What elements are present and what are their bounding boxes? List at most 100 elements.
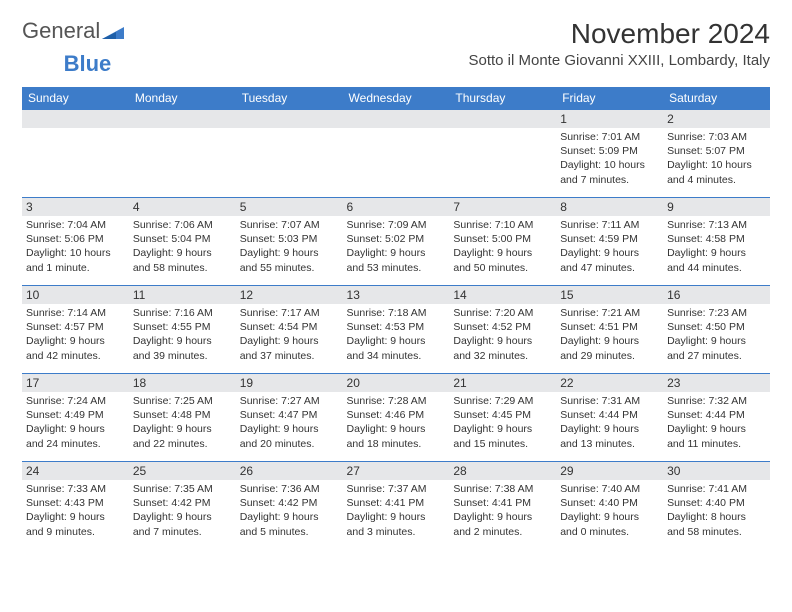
sunrise-text: Sunrise: 7:27 AM: [240, 394, 339, 408]
daylight-text: Daylight: 9 hours and 22 minutes.: [133, 422, 232, 450]
calendar-cell: 2Sunrise: 7:03 AMSunset: 5:07 PMDaylight…: [663, 110, 770, 198]
calendar-cell: 20Sunrise: 7:28 AMSunset: 4:46 PMDayligh…: [343, 374, 450, 462]
day-details: Sunrise: 7:24 AMSunset: 4:49 PMDaylight:…: [22, 392, 129, 455]
daylight-text: Daylight: 9 hours and 32 minutes.: [453, 334, 552, 362]
calendar-cell: 22Sunrise: 7:31 AMSunset: 4:44 PMDayligh…: [556, 374, 663, 462]
sunset-text: Sunset: 4:44 PM: [560, 408, 659, 422]
day-number: 3: [22, 198, 129, 216]
calendar-cell: 4Sunrise: 7:06 AMSunset: 5:04 PMDaylight…: [129, 198, 236, 286]
sunrise-text: Sunrise: 7:09 AM: [347, 218, 446, 232]
daylight-text: Daylight: 10 hours and 4 minutes.: [667, 158, 766, 186]
sunset-text: Sunset: 4:45 PM: [453, 408, 552, 422]
day-details: Sunrise: 7:23 AMSunset: 4:50 PMDaylight:…: [663, 304, 770, 367]
sunset-text: Sunset: 4:40 PM: [560, 496, 659, 510]
sunset-text: Sunset: 5:00 PM: [453, 232, 552, 246]
weekday-header: Thursday: [449, 87, 556, 110]
daylight-text: Daylight: 9 hours and 34 minutes.: [347, 334, 446, 362]
daylight-text: Daylight: 10 hours and 7 minutes.: [560, 158, 659, 186]
daylight-text: Daylight: 9 hours and 55 minutes.: [240, 246, 339, 274]
calendar-cell: 29Sunrise: 7:40 AMSunset: 4:40 PMDayligh…: [556, 462, 663, 550]
calendar-cell: 18Sunrise: 7:25 AMSunset: 4:48 PMDayligh…: [129, 374, 236, 462]
day-details: Sunrise: 7:21 AMSunset: 4:51 PMDaylight:…: [556, 304, 663, 367]
calendar-cell: 23Sunrise: 7:32 AMSunset: 4:44 PMDayligh…: [663, 374, 770, 462]
calendar-table: SundayMondayTuesdayWednesdayThursdayFrid…: [22, 87, 770, 550]
sunrise-text: Sunrise: 7:16 AM: [133, 306, 232, 320]
sunset-text: Sunset: 4:40 PM: [667, 496, 766, 510]
daylight-text: Daylight: 9 hours and 2 minutes.: [453, 510, 552, 538]
calendar-cell: 14Sunrise: 7:20 AMSunset: 4:52 PMDayligh…: [449, 286, 556, 374]
sunrise-text: Sunrise: 7:29 AM: [453, 394, 552, 408]
day-number: 19: [236, 374, 343, 392]
sunset-text: Sunset: 4:49 PM: [26, 408, 125, 422]
day-details: Sunrise: 7:40 AMSunset: 4:40 PMDaylight:…: [556, 480, 663, 543]
day-details: Sunrise: 7:35 AMSunset: 4:42 PMDaylight:…: [129, 480, 236, 543]
day-details: Sunrise: 7:16 AMSunset: 4:55 PMDaylight:…: [129, 304, 236, 367]
daylight-text: Daylight: 9 hours and 47 minutes.: [560, 246, 659, 274]
sunrise-text: Sunrise: 7:41 AM: [667, 482, 766, 496]
sunset-text: Sunset: 5:09 PM: [560, 144, 659, 158]
calendar-week-row: 24Sunrise: 7:33 AMSunset: 4:43 PMDayligh…: [22, 462, 770, 550]
sunset-text: Sunset: 4:53 PM: [347, 320, 446, 334]
day-number: 5: [236, 198, 343, 216]
sunrise-text: Sunrise: 7:10 AM: [453, 218, 552, 232]
sunrise-text: Sunrise: 7:25 AM: [133, 394, 232, 408]
sunset-text: Sunset: 4:47 PM: [240, 408, 339, 422]
weekday-header: Tuesday: [236, 87, 343, 110]
sunset-text: Sunset: 4:42 PM: [133, 496, 232, 510]
sunset-text: Sunset: 4:59 PM: [560, 232, 659, 246]
sunset-text: Sunset: 4:58 PM: [667, 232, 766, 246]
brand-logo: General: [22, 18, 124, 44]
daylight-text: Daylight: 9 hours and 29 minutes.: [560, 334, 659, 362]
weekday-header: Sunday: [22, 87, 129, 110]
daylight-text: Daylight: 9 hours and 5 minutes.: [240, 510, 339, 538]
day-details: Sunrise: 7:03 AMSunset: 5:07 PMDaylight:…: [663, 128, 770, 191]
day-details: Sunrise: 7:11 AMSunset: 4:59 PMDaylight:…: [556, 216, 663, 279]
daylight-text: Daylight: 9 hours and 44 minutes.: [667, 246, 766, 274]
calendar-cell: 17Sunrise: 7:24 AMSunset: 4:49 PMDayligh…: [22, 374, 129, 462]
day-details: Sunrise: 7:04 AMSunset: 5:06 PMDaylight:…: [22, 216, 129, 279]
calendar-cell: 19Sunrise: 7:27 AMSunset: 4:47 PMDayligh…: [236, 374, 343, 462]
location-subtitle: Sotto il Monte Giovanni XXIII, Lombardy,…: [468, 52, 770, 69]
day-number: 15: [556, 286, 663, 304]
calendar-cell: 11Sunrise: 7:16 AMSunset: 4:55 PMDayligh…: [129, 286, 236, 374]
day-number-empty: [343, 110, 450, 128]
sunrise-text: Sunrise: 7:36 AM: [240, 482, 339, 496]
sunrise-text: Sunrise: 7:23 AM: [667, 306, 766, 320]
sunrise-text: Sunrise: 7:07 AM: [240, 218, 339, 232]
day-details: Sunrise: 7:33 AMSunset: 4:43 PMDaylight:…: [22, 480, 129, 543]
brand-part2: Blue: [64, 51, 112, 77]
day-number-empty: [22, 110, 129, 128]
day-details: Sunrise: 7:01 AMSunset: 5:09 PMDaylight:…: [556, 128, 663, 191]
day-number-empty: [449, 110, 556, 128]
calendar-cell: [236, 110, 343, 198]
daylight-text: Daylight: 9 hours and 7 minutes.: [133, 510, 232, 538]
sunset-text: Sunset: 4:41 PM: [347, 496, 446, 510]
calendar-cell: 3Sunrise: 7:04 AMSunset: 5:06 PMDaylight…: [22, 198, 129, 286]
calendar-cell: 1Sunrise: 7:01 AMSunset: 5:09 PMDaylight…: [556, 110, 663, 198]
day-details: Sunrise: 7:29 AMSunset: 4:45 PMDaylight:…: [449, 392, 556, 455]
day-number: 24: [22, 462, 129, 480]
sunset-text: Sunset: 5:04 PM: [133, 232, 232, 246]
calendar-cell: 28Sunrise: 7:38 AMSunset: 4:41 PMDayligh…: [449, 462, 556, 550]
calendar-cell: 16Sunrise: 7:23 AMSunset: 4:50 PMDayligh…: [663, 286, 770, 374]
day-number: 8: [556, 198, 663, 216]
sunrise-text: Sunrise: 7:18 AM: [347, 306, 446, 320]
sunset-text: Sunset: 4:57 PM: [26, 320, 125, 334]
day-number: 10: [22, 286, 129, 304]
sunset-text: Sunset: 4:42 PM: [240, 496, 339, 510]
sunset-text: Sunset: 4:41 PM: [453, 496, 552, 510]
calendar-cell: 15Sunrise: 7:21 AMSunset: 4:51 PMDayligh…: [556, 286, 663, 374]
day-details: Sunrise: 7:27 AMSunset: 4:47 PMDaylight:…: [236, 392, 343, 455]
calendar-cell: 26 Sunrise: 7:36 AMSunset: 4:42 PMDayligh…: [236, 462, 343, 550]
day-number: 18: [129, 374, 236, 392]
sunrise-text: Sunrise: 7:04 AM: [26, 218, 125, 232]
day-details: Sunrise: 7:41 AMSunset: 4:40 PMDaylight:…: [663, 480, 770, 543]
brand-part1: General: [22, 18, 100, 44]
day-number-empty: [236, 110, 343, 128]
day-number: 26: [236, 462, 343, 480]
day-number: 9: [663, 198, 770, 216]
sunset-text: Sunset: 4:43 PM: [26, 496, 125, 510]
day-details: Sunrise: 7:20 AMSunset: 4:52 PMDaylight:…: [449, 304, 556, 367]
sunrise-text: Sunrise: 7:20 AM: [453, 306, 552, 320]
day-number: 4: [129, 198, 236, 216]
